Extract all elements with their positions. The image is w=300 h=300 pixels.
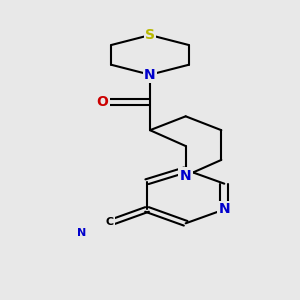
Text: S: S — [145, 28, 155, 42]
Text: N: N — [218, 202, 230, 216]
Text: N: N — [180, 169, 191, 183]
Text: C: C — [106, 217, 114, 227]
Text: N: N — [144, 68, 156, 82]
Text: N: N — [77, 228, 86, 238]
Text: O: O — [97, 95, 108, 110]
